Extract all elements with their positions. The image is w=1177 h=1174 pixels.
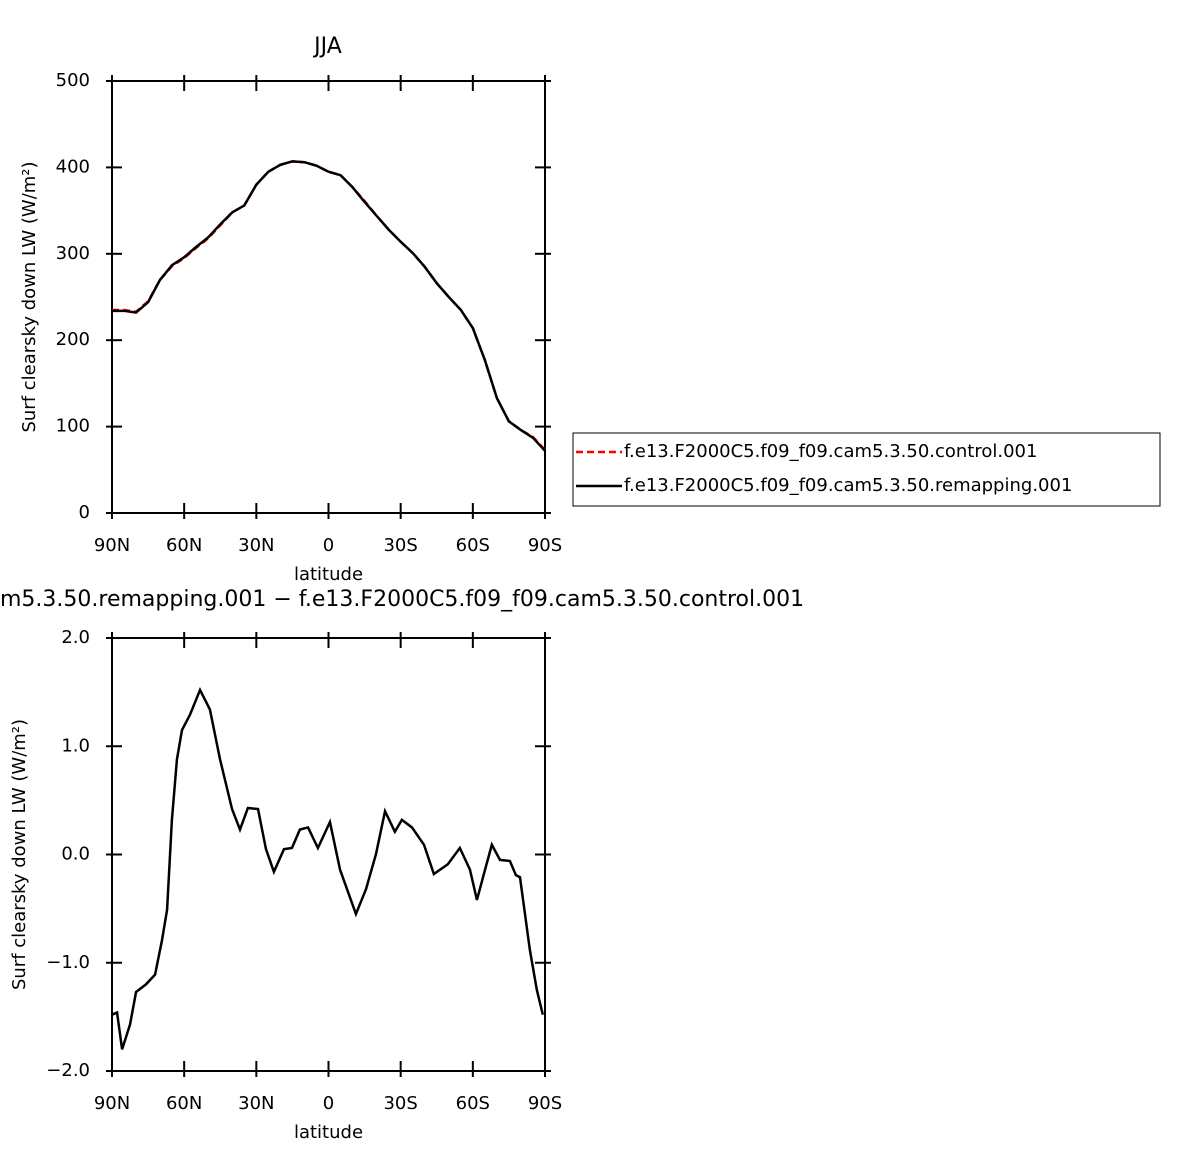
series-line [112, 160, 546, 451]
y-axis-label: Surf clearsky down LW (W/m²) [19, 161, 40, 432]
y-tick-label: −2.0 [46, 1060, 90, 1081]
y-tick-label: 100 [56, 416, 90, 437]
y-tick-label: 500 [56, 70, 90, 91]
x-tick-label: 60S [456, 535, 490, 556]
x-tick-label: 60N [166, 1093, 202, 1114]
y-tick-label: 2.0 [61, 627, 90, 648]
plot-frame [111, 637, 546, 1072]
y-tick-label: 0.0 [61, 844, 90, 865]
y-tick-label: −1.0 [46, 952, 90, 973]
y-axis-label: Surf clearsky down LW (W/m²) [9, 719, 30, 990]
x-tick-label: 90S [528, 1093, 562, 1114]
plot-frame [111, 80, 546, 514]
x-tick-label: 60S [456, 1093, 490, 1114]
series-line [111, 686, 545, 1050]
x-tick-label: 90S [528, 535, 562, 556]
x-axis-label: latitude [294, 1122, 363, 1143]
y-tick-label: 300 [56, 243, 90, 264]
x-tick-label: 0 [323, 1093, 334, 1114]
x-tick-label: 30S [383, 535, 417, 556]
y-tick-label: 400 [56, 156, 90, 177]
y-tick-label: 0 [79, 502, 90, 523]
x-axis-label: latitude [294, 564, 363, 585]
x-tick-label: 30N [238, 535, 274, 556]
x-tick-label: 60N [166, 535, 202, 556]
chart-title: m5.3.50.remapping.001 − f.e13.F2000C5.f0… [0, 587, 804, 612]
chart-title: JJA [312, 34, 342, 59]
y-tick-label: 200 [56, 329, 90, 350]
x-tick-label: 0 [323, 535, 334, 556]
x-tick-label: 90N [94, 535, 130, 556]
x-tick-label: 30N [238, 1093, 274, 1114]
x-tick-label: 90N [94, 1093, 130, 1114]
legend-label: f.e13.F2000C5.f09_f09.cam5.3.50.remappin… [624, 475, 1072, 496]
x-tick-label: 30S [383, 1093, 417, 1114]
legend-label: f.e13.F2000C5.f09_f09.cam5.3.50.control.… [624, 441, 1037, 462]
legend-box [572, 432, 1161, 507]
series-line [112, 160, 546, 452]
y-tick-label: 1.0 [61, 735, 90, 756]
